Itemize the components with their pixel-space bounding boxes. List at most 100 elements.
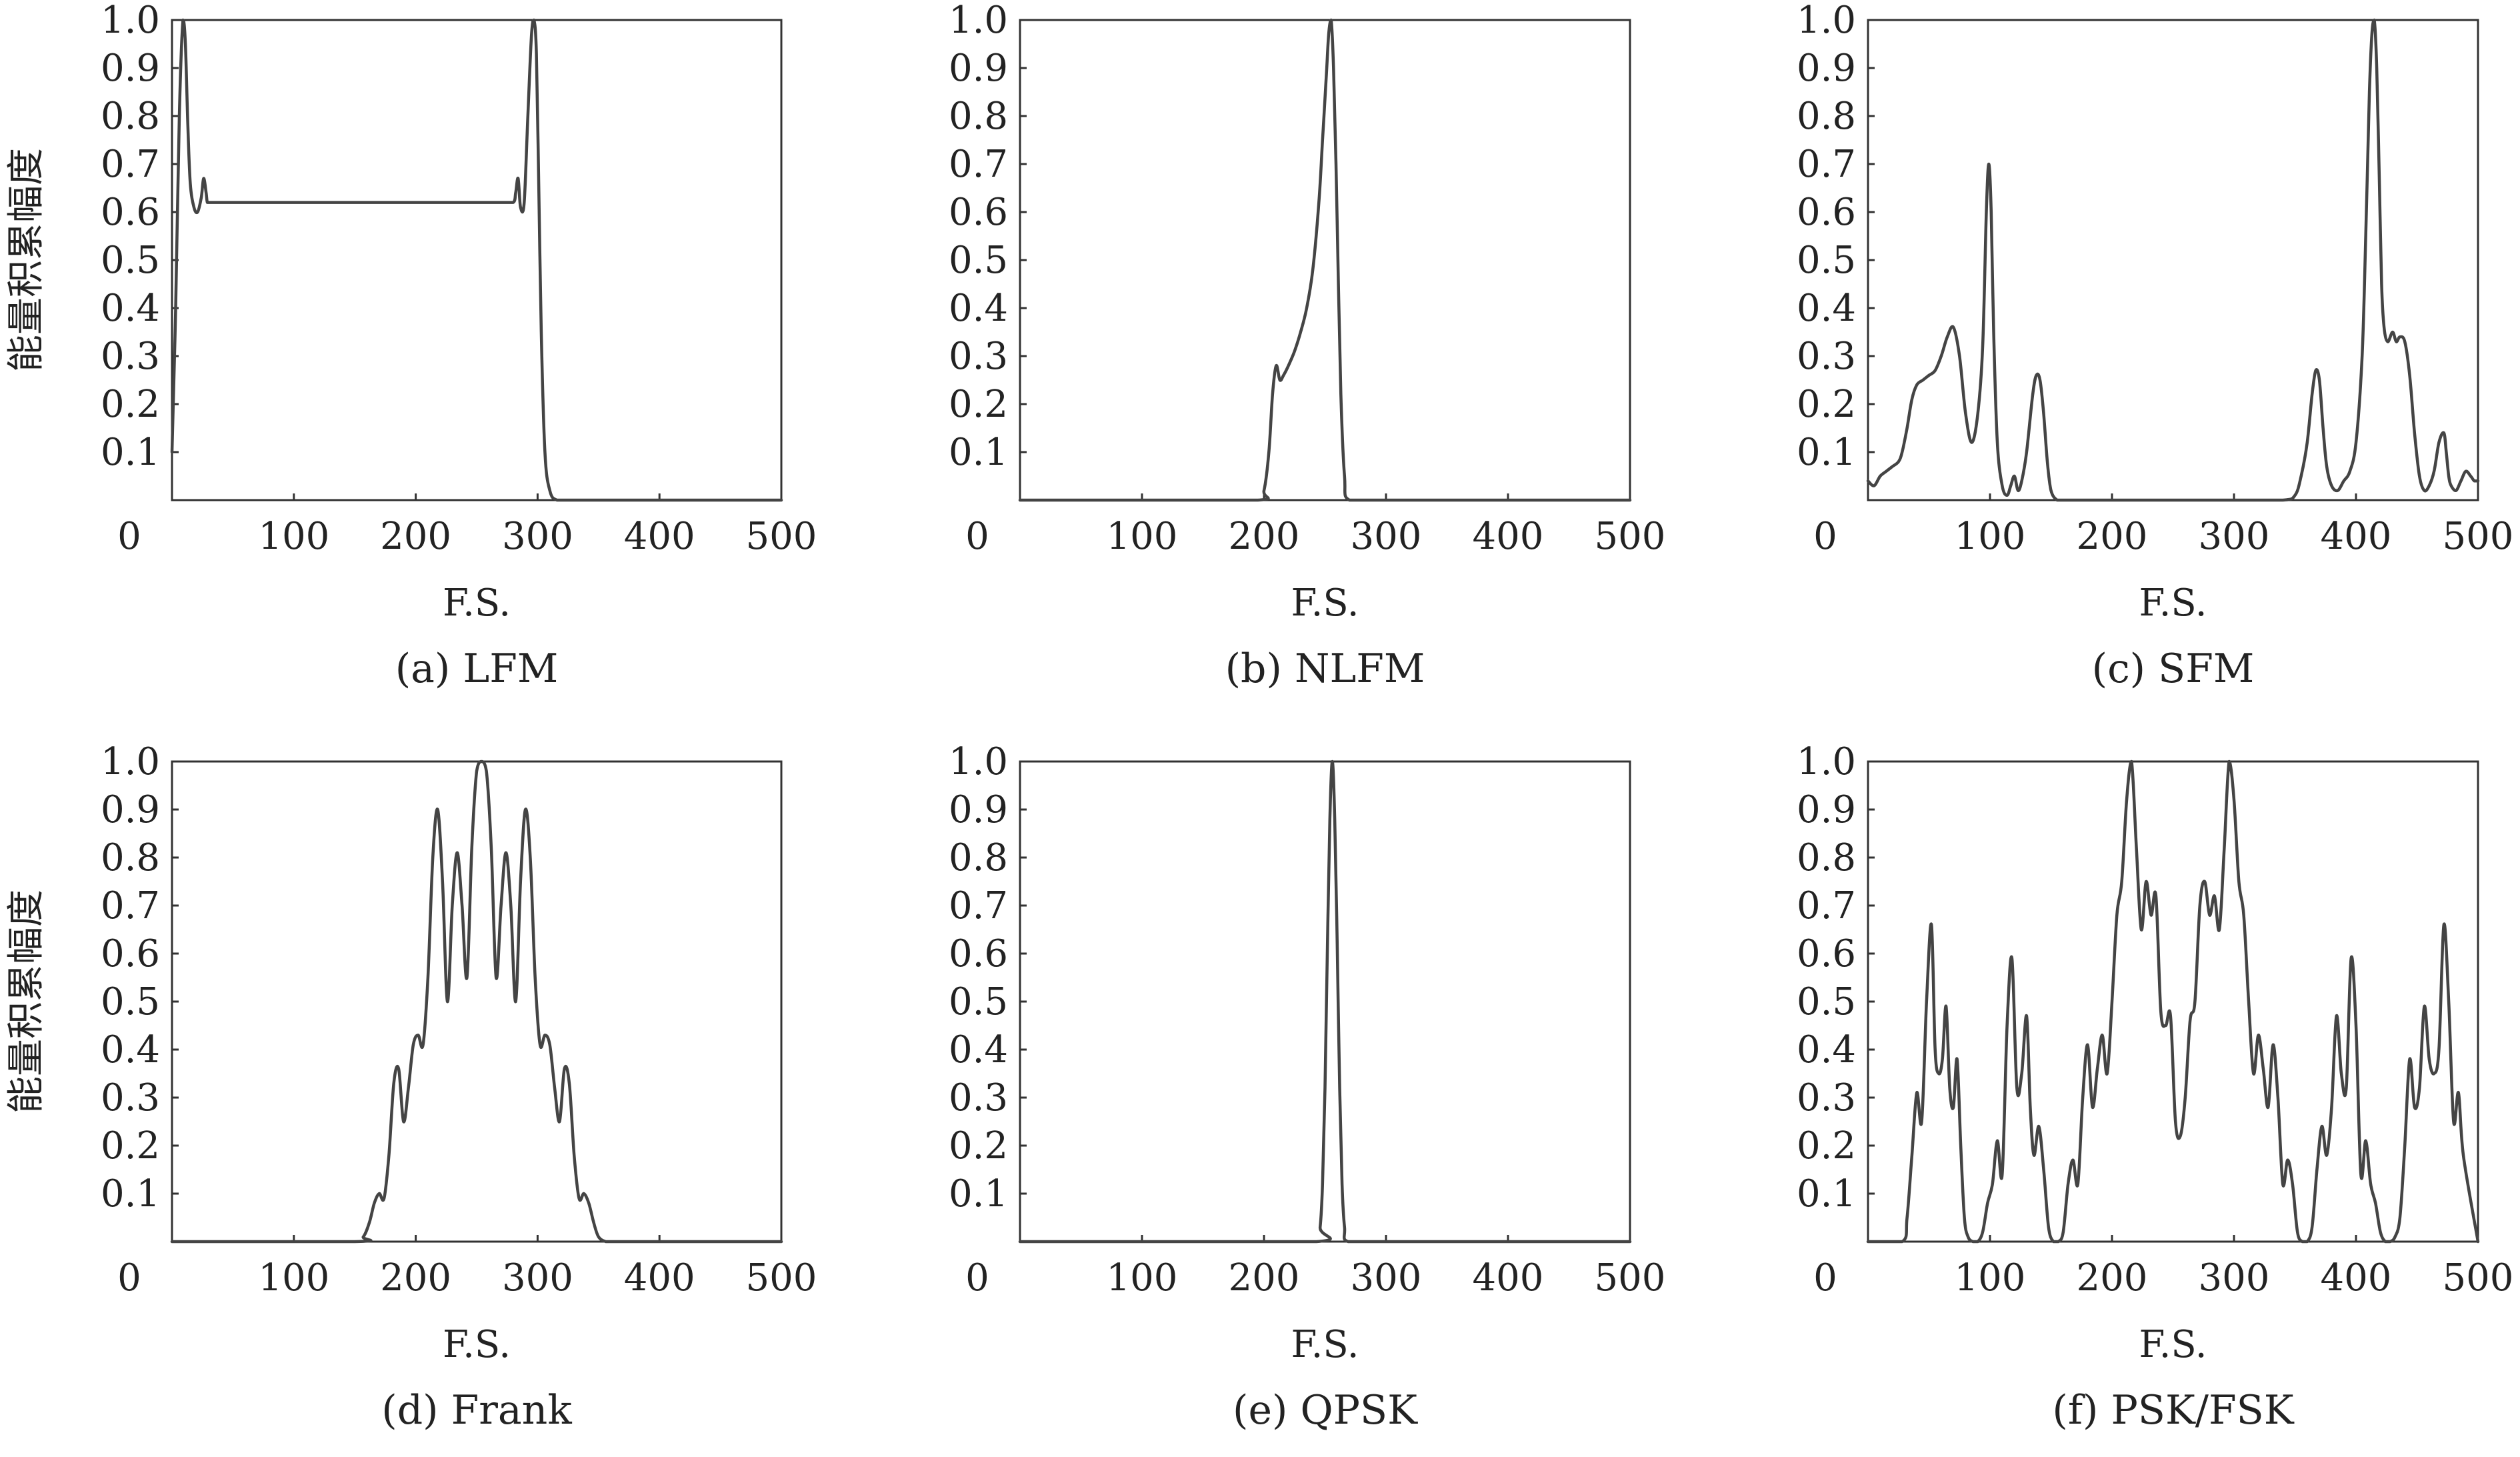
y-tick-label: 0.3 (1797, 335, 1856, 378)
x-axis-label: F.S. (1291, 1323, 1359, 1366)
y-tick-label: 0.8 (949, 836, 1008, 880)
x-axis-label: F.S. (443, 581, 511, 625)
y-tick-label: 0.8 (101, 836, 160, 880)
y-tick-label: 0.9 (1797, 47, 1856, 90)
x-axis-label: F.S. (2139, 1323, 2207, 1366)
x-tick-label: 200 (1229, 515, 1300, 558)
chart-panel-5: 0.10.20.30.40.50.60.70.80.91.0 0 100 200 300… (949, 740, 1666, 1434)
x-tick-label: 400 (2321, 515, 2392, 558)
y-tick-label: 0.5 (949, 239, 1008, 282)
y-tick-label: 0.6 (101, 932, 160, 976)
x-tick-label: 100 (1955, 515, 2026, 558)
x-axis-label: F.S. (1291, 581, 1359, 625)
y-tick-label: 0.2 (949, 383, 1008, 426)
y-tick-label: 0.4 (949, 287, 1008, 330)
y-tick-label: 0.6 (1797, 932, 1856, 976)
x-tick-label: 100 (258, 1256, 329, 1300)
y-tick-label: 0.1 (1797, 1172, 1856, 1216)
x-tick-label: 500 (746, 515, 817, 558)
y-tick-label: 0.9 (101, 788, 160, 832)
y-tick-label: 0.3 (949, 335, 1008, 378)
y-tick-label: 0.8 (1797, 836, 1856, 880)
y-axis-label: 能量积累幅度 (5, 148, 48, 372)
series-line-1 (1018, 760, 1632, 1244)
chart-panel-1: 0.1 0.2 0.3 0.4 0.5 0.6 0.7 0.8 0.9 1.0 0 100 200 300… (5, 0, 817, 692)
x-axis-label: F.S. (2139, 581, 2207, 625)
chart-panel-2: 0.1 0.2 0.3 0.4 0.5 0.6 0.7 0.8 0.9 1.0 0 100 200 300… (949, 0, 1666, 692)
y-tick-label: 0.9 (101, 47, 160, 90)
y-tick-label: 0.2 (1797, 383, 1856, 426)
y-tick-label: 0.8 (101, 95, 160, 138)
y-tick-label: 0.2 (101, 1124, 160, 1168)
y-tick-label: 0.7 (949, 884, 1008, 928)
x-axis-label: F.S. (443, 1323, 511, 1366)
y-tick-label: 0.2 (101, 383, 160, 426)
y-tick-label: 0.8 (949, 95, 1008, 138)
series-line-1 (1866, 760, 2480, 1244)
plot-frame (171, 19, 783, 501)
y-tick-label: 0.9 (1797, 788, 1856, 832)
y-tick-label: 1.0 (1797, 0, 1856, 42)
x-tick-label: 200 (380, 515, 451, 558)
x-tick-label: 200 (1229, 1256, 1300, 1300)
y-tick-label: 0.3 (949, 1076, 1008, 1120)
x-tick-label: 300 (502, 515, 573, 558)
plot-frame (1867, 760, 2479, 1243)
y-tick-label: 0.5 (1797, 980, 1856, 1024)
x-tick-label: 300 (1351, 515, 1422, 558)
plot-frame (171, 760, 783, 1243)
y-tick-label: 0.6 (1797, 191, 1856, 234)
x-tick-label: 100 (1955, 1256, 2026, 1300)
x-tick-label: 100 (1107, 1256, 1178, 1300)
plot-frame (1867, 19, 2479, 501)
chart-caption: (f) PSK/FSK (2052, 1387, 2294, 1434)
x-tick-label: 500 (2443, 1256, 2514, 1300)
y-tick-label: 0.1 (101, 1172, 160, 1216)
y-tick-label: 0.5 (1797, 239, 1856, 282)
y-tick-label: 0.2 (949, 1124, 1008, 1168)
y-tick-label: 0.3 (101, 335, 160, 378)
y-tick-label: 1.0 (949, 0, 1008, 42)
x-tick-label: 400 (1473, 1256, 1544, 1300)
x-tick-label: 200 (2077, 515, 2148, 558)
y-tick-label: 0.7 (101, 143, 160, 186)
x-tick-label: 500 (1595, 1256, 1666, 1300)
y-tick-label: 0.7 (1797, 143, 1856, 186)
series-line-1 (1018, 18, 1632, 502)
x-tick-label: 400 (2321, 1256, 2392, 1300)
x-tick-label: 500 (746, 1256, 817, 1300)
y-tick-label: 1.0 (101, 740, 160, 784)
chart-caption: (c) SFM (2092, 645, 2255, 692)
series-line-1 (1866, 18, 2480, 502)
y-axis-label: 能量积累幅度 (5, 890, 48, 1114)
x-tick-label: 0 (1813, 515, 1837, 558)
x-tick-label: 300 (2199, 1256, 2270, 1300)
y-tick-label: 0.9 (949, 788, 1008, 832)
x-tick-label: 300 (1351, 1256, 1422, 1300)
x-tick-label: 0 (1813, 1256, 1837, 1300)
y-tick-label: 0.7 (101, 884, 160, 928)
chart-caption: (b) NLFM (1225, 645, 1425, 692)
x-tick-label: 400 (1473, 515, 1544, 558)
y-tick-label: 0.6 (949, 932, 1008, 976)
y-tick-label: 1.0 (1797, 740, 1856, 784)
chart-panel-3: 0.1 0.2 0.3 0.4 0.5 0.6 0.7 0.8 0.9 1.0 0 100 200 300… (1797, 0, 2514, 692)
y-tick-label: 0.1 (949, 431, 1008, 474)
chart-caption: (e) QPSK (1233, 1387, 1418, 1434)
x-tick-label: 0 (965, 515, 989, 558)
y-tick-label: 0.3 (101, 1076, 160, 1120)
y-tick-label: 1.0 (949, 740, 1008, 784)
x-tick-label: 500 (2443, 515, 2514, 558)
series-line-1 (170, 760, 783, 1244)
x-tick-label: 200 (380, 1256, 451, 1300)
y-tick-label: 0.1 (1797, 431, 1856, 474)
y-tick-label: 0.4 (101, 1028, 160, 1072)
x-tick-label: 400 (624, 1256, 695, 1300)
y-tick-label: 0.4 (1797, 287, 1856, 330)
chart-caption: (d) Frank (381, 1387, 572, 1434)
y-tick-label: 0.6 (949, 191, 1008, 234)
y-tick-label: 0.4 (1797, 1028, 1856, 1072)
chart-caption: (a) LFM (395, 645, 559, 692)
y-tick-label: 0.4 (101, 287, 160, 330)
